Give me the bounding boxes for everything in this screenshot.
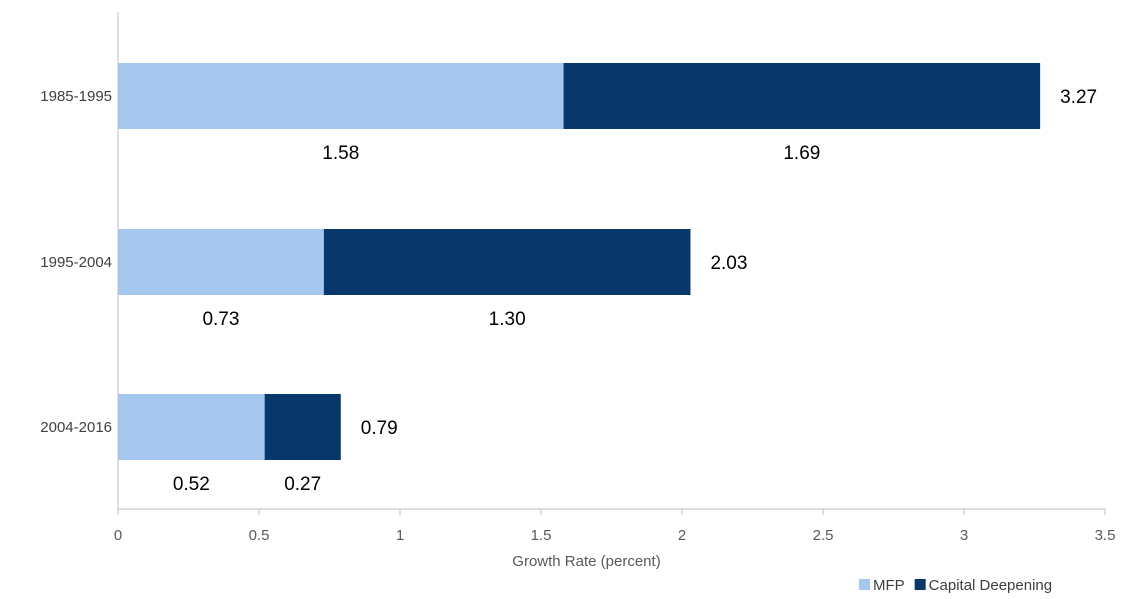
category-label: 1985-1995 (40, 88, 112, 105)
segment-value-label: 0.73 (202, 309, 239, 330)
x-tick-label: 2 (678, 527, 686, 544)
x-axis-ticks: 0 0.5 1 1.5 2 2.5 3 3.5 (114, 509, 1116, 544)
bar-segment-capital-deepening (323, 229, 691, 295)
category-label: 1995-2004 (40, 254, 112, 271)
legend-swatch (859, 579, 870, 590)
total-value-label: 2.03 (710, 253, 747, 274)
legend-item-mfp: MFP (859, 577, 905, 594)
total-value-label: 3.27 (1060, 87, 1097, 108)
x-tick-label: 1.5 (531, 527, 552, 544)
x-tick-label: 0.5 (249, 527, 270, 544)
legend-label: MFP (873, 577, 905, 594)
bar-segment-capital-deepening (264, 394, 341, 460)
legend-swatch (914, 579, 926, 590)
bar-segment-mfp (118, 394, 265, 460)
bar-segment-mfp (118, 63, 564, 129)
segment-value-label: 1.58 (322, 143, 359, 164)
x-axis-title: Growth Rate (percent) (512, 553, 660, 570)
segment-value-label: 0.52 (173, 474, 210, 495)
x-tick-label: 1 (396, 527, 404, 544)
segment-value-label: 1.69 (783, 143, 820, 164)
category-label: 2004-2016 (40, 419, 112, 436)
segment-value-label: 1.30 (489, 309, 526, 330)
legend-label: Capital Deepening (929, 577, 1052, 594)
x-tick-label: 2.5 (813, 527, 834, 544)
bars-layer (118, 63, 1041, 460)
bar-segment-mfp (118, 229, 324, 295)
axes-layer: 0 0.5 1 1.5 2 2.5 3 3.5 1985-1995 1995-2004 2004-… (40, 12, 1115, 544)
bar-segment-capital-deepening (563, 63, 1041, 129)
x-tick-label: 0 (114, 527, 122, 544)
data-labels-layer: 1.58 1.69 3.27 0.73 1.30 2.03 0.52 0.27 0.79 (173, 87, 1097, 495)
x-tick-label: 3.5 (1095, 527, 1116, 544)
x-tick-label: 3 (960, 527, 968, 544)
total-value-label: 0.79 (361, 418, 398, 439)
legend: MFP Capital Deepening (859, 577, 1052, 594)
legend-item-capital-deepening: Capital Deepening (914, 577, 1052, 594)
segment-value-label: 0.27 (284, 474, 321, 495)
y-axis-categories: 1985-1995 1995-2004 2004-2016 (40, 88, 112, 436)
